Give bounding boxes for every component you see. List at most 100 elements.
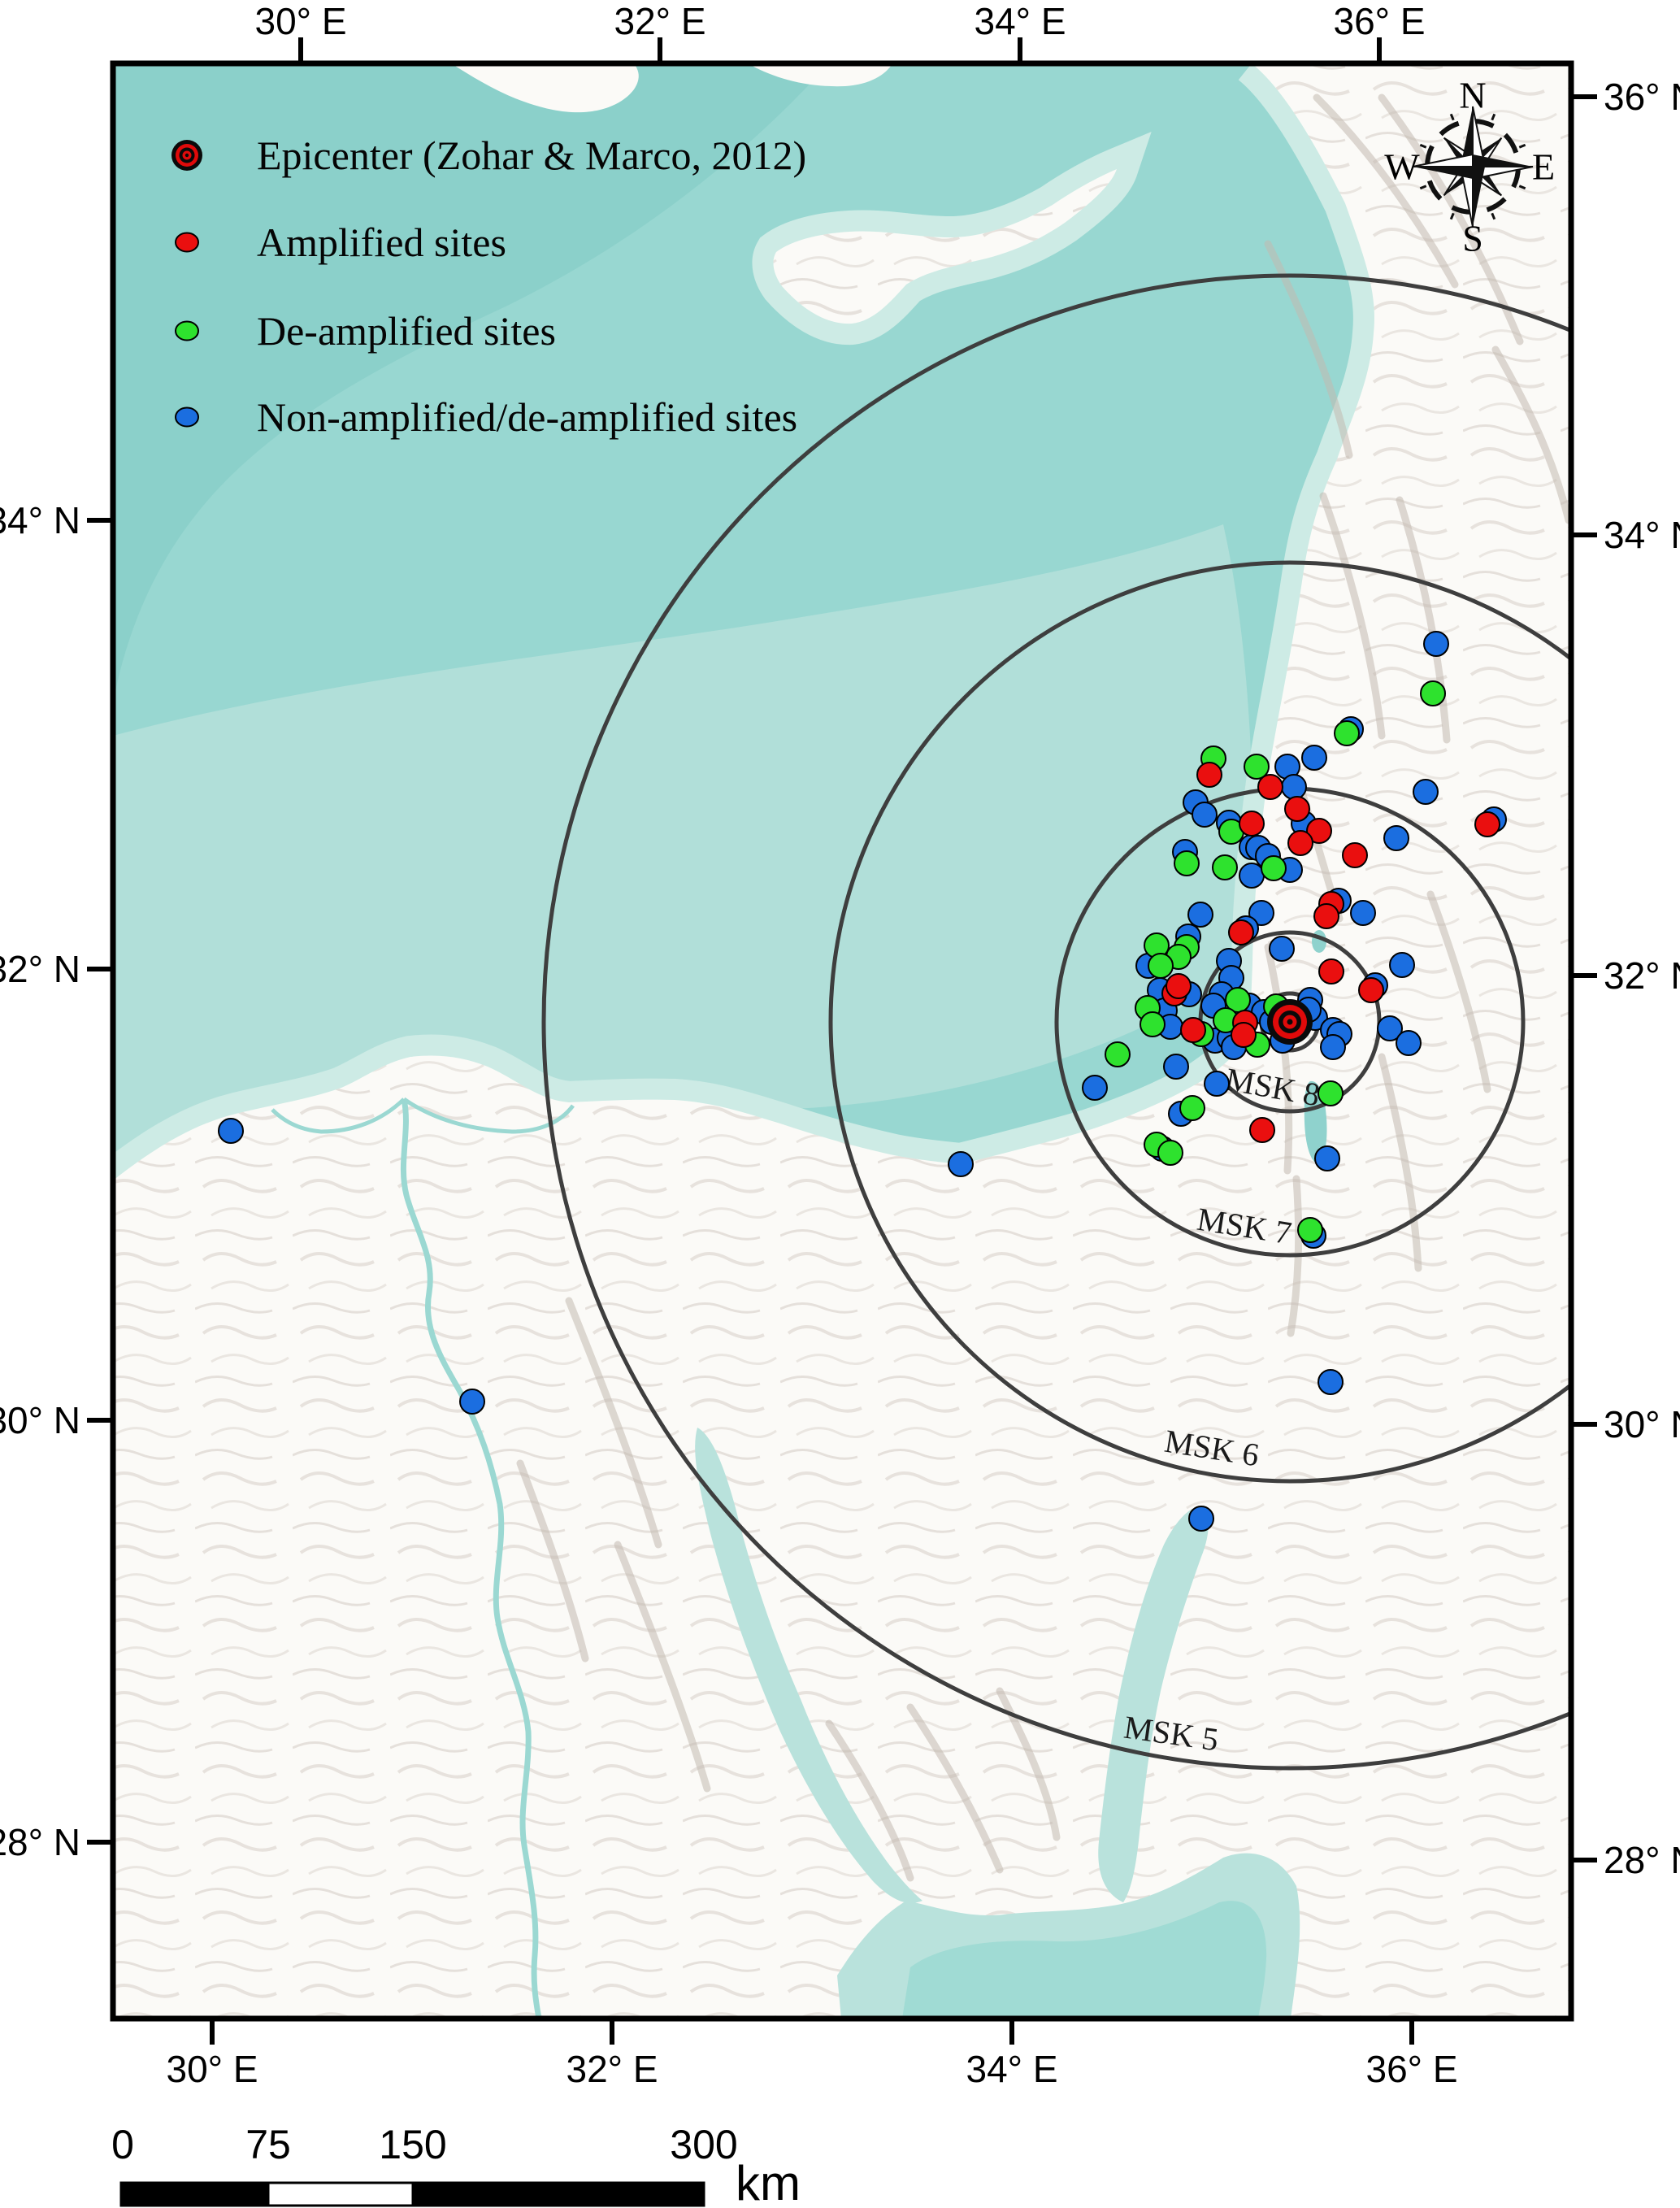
msk-ring (541, 273, 1571, 1771)
site-dot-blue (1383, 825, 1409, 851)
axis-label-right: 32° N (1604, 954, 1680, 997)
site-dot-blue (1281, 774, 1307, 800)
site-dot-green (1244, 754, 1270, 780)
compass-point-dark (1473, 167, 1485, 227)
site-dot-blue (1082, 1075, 1108, 1101)
legend-item-epicenter: Epicenter (Zohar & Marco, 2012) (257, 133, 806, 178)
site-dot-green (1334, 720, 1360, 746)
site-dot-blue (1188, 1506, 1214, 1532)
site-dot-red (1180, 1017, 1206, 1043)
site-dot-blue (1314, 1145, 1340, 1171)
non-amplified-legend-icon (175, 406, 199, 428)
axis-label-left: 32° N (0, 948, 80, 990)
site-dot-green (1140, 1011, 1166, 1037)
site-dot-red (1257, 774, 1283, 800)
axis-label-bottom: 34° E (966, 2048, 1057, 2090)
anatolia-coast-sliver-west (451, 63, 639, 113)
site-dot-red (1166, 973, 1192, 999)
site-dot-green (1261, 855, 1287, 881)
site-dot-red (1287, 830, 1313, 856)
compass-tick (1518, 143, 1526, 149)
site-dot-blue (1192, 802, 1218, 828)
scale-bar-segment (267, 2181, 415, 2207)
scale-tick-label: 300 (670, 2122, 737, 2167)
site-dot-red (1342, 842, 1368, 868)
compass-rose-icon: N E S W (1384, 75, 1555, 259)
site-dot-blue (1350, 900, 1376, 926)
site-dot-blue (1377, 1015, 1403, 1041)
site-dot-red (1358, 977, 1384, 1003)
red-sea-deep (902, 1901, 1267, 2019)
legend-item-non-amplified: Non-amplified/de-amplified sites (257, 394, 797, 440)
compass-tick (1419, 185, 1427, 190)
site-dot-red (1313, 903, 1339, 929)
gulf-of-suez (695, 1428, 922, 1903)
amplified-legend-icon (175, 232, 199, 253)
axis-label-right: 34° N (1604, 514, 1680, 556)
site-dot-red (1239, 811, 1265, 837)
axis-label-top: 30° E (254, 0, 346, 42)
axis-label-right: 36° N (1604, 76, 1680, 118)
compass-tick (1449, 113, 1455, 121)
map-frame (110, 60, 1574, 2022)
site-dot-green (1318, 1080, 1344, 1106)
legend: Epicenter (Zohar & Marco, 2012) Amplifie… (171, 133, 806, 440)
scale-bar-segment (411, 2181, 705, 2207)
compass-tick (1419, 143, 1427, 149)
nile-delta-branch-west (271, 1097, 406, 1134)
site-dot-red (1318, 958, 1344, 984)
gulf-of-aqaba (1098, 1506, 1209, 1902)
site-dot-red (1228, 919, 1254, 945)
site-dot-blue (459, 1389, 485, 1415)
site-dot-blue (1187, 902, 1213, 928)
nile-river (400, 1098, 542, 2019)
axis-label-bottom: 36° E (1365, 2048, 1457, 2090)
deep-water-region (113, 63, 829, 703)
scale-unit-label: km (736, 2156, 801, 2208)
site-dot-green (1148, 953, 1174, 979)
site-dot-blue (1389, 952, 1415, 978)
site-dot-green (1297, 1217, 1323, 1243)
compass-tick (1518, 185, 1526, 190)
compass-east-label: E (1532, 146, 1555, 188)
legend-item-amplified: Amplified sites (257, 219, 506, 265)
site-dot-blue (1301, 745, 1327, 771)
deamplified-legend-icon (175, 320, 199, 341)
site-dot-red (1306, 818, 1332, 844)
axis-label-left: 30° N (0, 1399, 80, 1441)
site-dot-green (1105, 1041, 1131, 1067)
site-dot-green (1420, 680, 1446, 706)
compass-point-dark (1473, 154, 1533, 167)
axis-label-top: 34° E (974, 0, 1066, 42)
site-dot-blue (1320, 1034, 1346, 1060)
site-dot-red (1249, 1117, 1275, 1143)
nile-delta-branch-east (402, 1097, 575, 1134)
site-dot-green (1179, 1095, 1205, 1121)
legend-item-deamplified: De-amplified sites (257, 308, 556, 354)
site-dot-blue (1204, 1071, 1230, 1097)
compass-point-light (1412, 153, 1474, 167)
epicenter-ring (1287, 1019, 1293, 1025)
shallow-basin-shading (113, 524, 1254, 1180)
site-dot-blue (1269, 936, 1295, 962)
site-dot-blue (1163, 1054, 1189, 1080)
compass-south-label: S (1462, 218, 1483, 259)
site-dot-blue (948, 1151, 974, 1177)
scale-bar-segment (119, 2181, 270, 2207)
site-dot-green (1174, 850, 1200, 876)
site-dot-green (1212, 854, 1238, 880)
scale-tick-label: 150 (379, 2122, 446, 2167)
axis-label-right: 28° N (1604, 1839, 1680, 1881)
compass-point-dark (1413, 167, 1473, 179)
site-dot-blue (1248, 900, 1274, 926)
compass-north-label: N (1459, 75, 1486, 116)
axis-label-left: 28° N (0, 1821, 80, 1863)
compass-tick (1491, 212, 1496, 220)
site-dot-blue (1413, 779, 1439, 805)
graticule-axis-labels: 30° E 32° E 34° E 36° E 30° E 32° E 34° E 36° E… (0, 0, 1680, 2090)
axis-label-right: 30° N (1604, 1403, 1680, 1445)
site-dot-red (1231, 1022, 1257, 1048)
